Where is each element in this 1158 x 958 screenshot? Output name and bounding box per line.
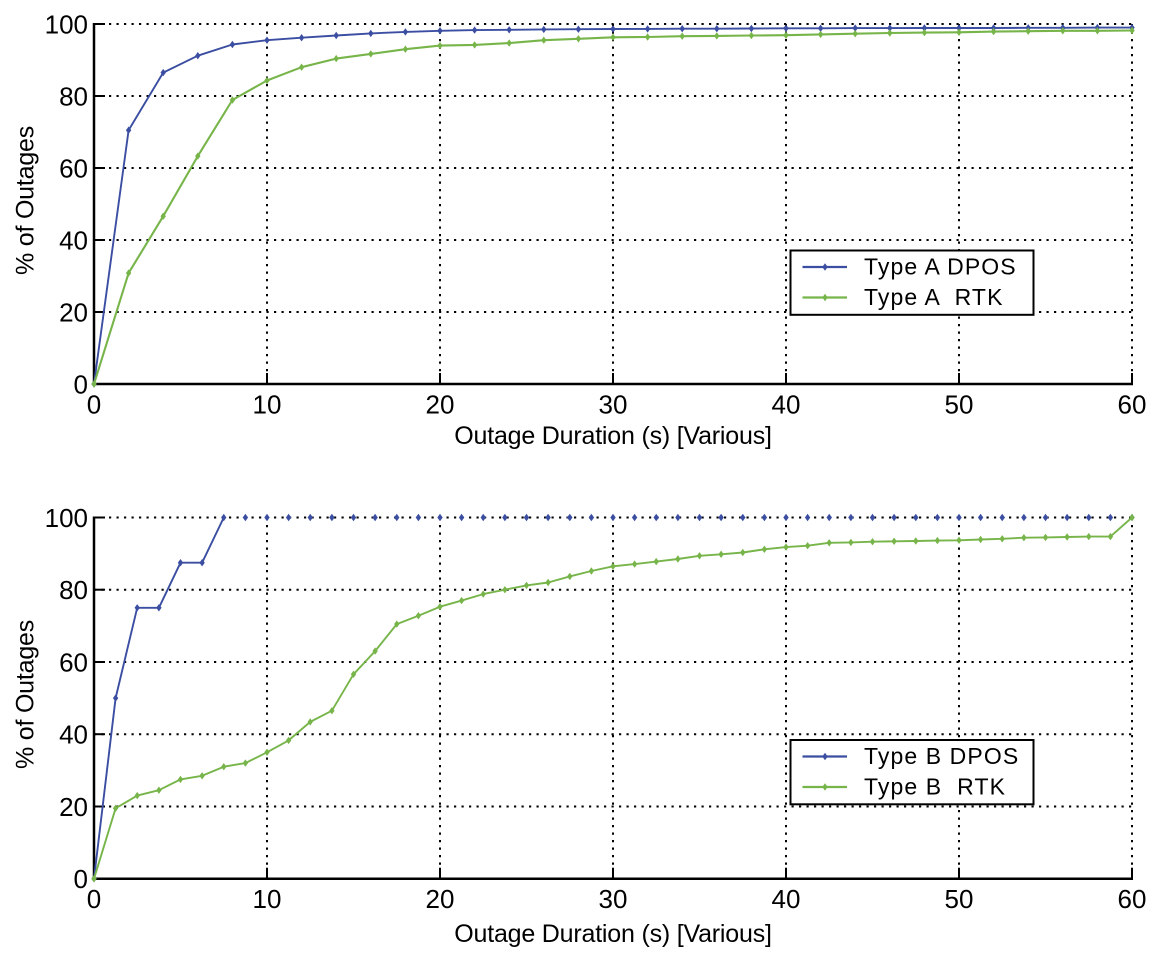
svg-text:80: 80 [59,81,88,111]
svg-text:0: 0 [74,369,88,399]
svg-text:40: 40 [772,884,801,914]
svg-text:100: 100 [45,9,88,39]
svg-text:10: 10 [253,390,282,420]
svg-text:60: 60 [59,153,88,183]
svg-text:50: 50 [945,390,974,420]
svg-text:40: 40 [772,390,801,420]
svg-text:40: 40 [59,720,88,750]
svg-text:30: 30 [599,884,628,914]
svg-text:10: 10 [253,884,282,914]
svg-text:% of Outages: % of Outages [12,126,40,275]
svg-text:Type A DPOS: Type A DPOS [864,254,1017,280]
svg-text:Outage Duration (s) [Various]: Outage Duration (s) [Various] [454,920,772,948]
svg-text:40: 40 [59,225,88,255]
svg-text:20: 20 [426,884,455,914]
svg-text:60: 60 [1118,390,1147,420]
svg-text:Type A RTK: Type A RTK [864,284,1004,310]
svg-text:Type B RTK: Type B RTK [864,774,1006,800]
svg-text:50: 50 [945,884,974,914]
svg-text:80: 80 [59,575,88,605]
svg-text:Outage Duration (s) [Various]: Outage Duration (s) [Various] [454,422,772,450]
svg-text:% of Outages: % of Outages [12,620,40,769]
svg-text:100: 100 [45,503,88,533]
svg-text:20: 20 [59,792,88,822]
svg-text:20: 20 [426,390,455,420]
svg-text:60: 60 [1118,884,1147,914]
svg-text:30: 30 [599,390,628,420]
svg-text:20: 20 [59,297,88,327]
svg-text:60: 60 [59,647,88,677]
svg-text:0: 0 [74,864,88,894]
svg-text:Type B DPOS: Type B DPOS [864,743,1019,769]
svg-text:0: 0 [87,390,101,420]
svg-text:0: 0 [87,884,101,914]
